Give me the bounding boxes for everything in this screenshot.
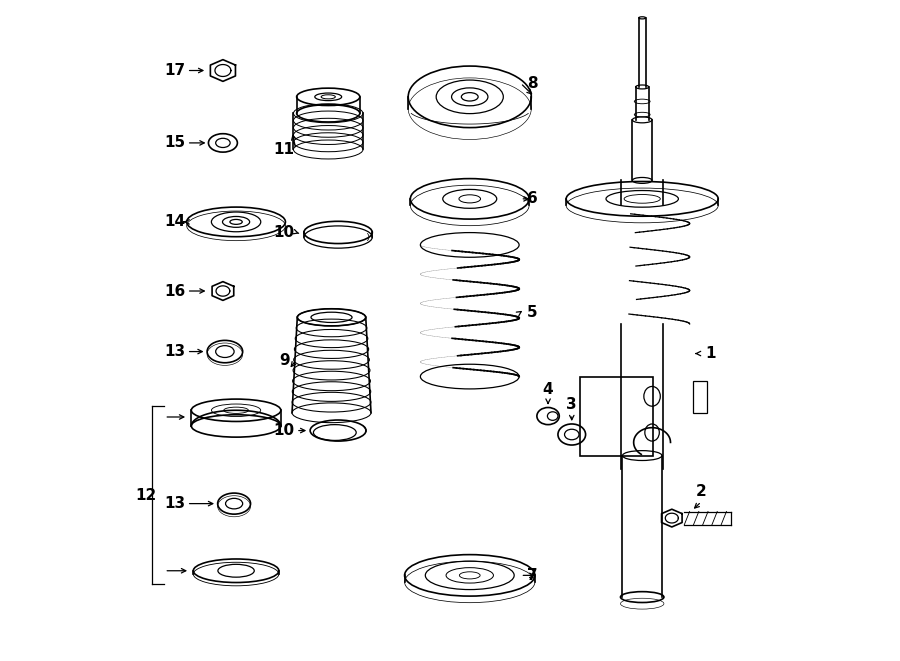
Text: 3: 3: [566, 397, 577, 412]
Text: 4: 4: [543, 382, 553, 397]
Text: 12: 12: [135, 488, 157, 502]
Text: 17: 17: [165, 63, 185, 78]
Text: 7: 7: [527, 568, 537, 583]
Text: 6: 6: [526, 191, 537, 206]
Bar: [693, 381, 707, 412]
Text: 16: 16: [164, 284, 185, 299]
Text: 13: 13: [165, 344, 185, 359]
Text: 5: 5: [527, 305, 537, 319]
Text: 9: 9: [279, 352, 290, 368]
Text: 13: 13: [165, 496, 185, 511]
Text: 14: 14: [165, 214, 185, 229]
Text: 15: 15: [165, 136, 185, 151]
Text: 1: 1: [706, 346, 716, 361]
Text: 11: 11: [274, 142, 294, 157]
Text: 8: 8: [527, 75, 537, 91]
Text: 10: 10: [274, 225, 294, 240]
Text: 2: 2: [696, 485, 706, 499]
Bar: [580, 377, 652, 455]
Text: 10: 10: [274, 423, 294, 438]
